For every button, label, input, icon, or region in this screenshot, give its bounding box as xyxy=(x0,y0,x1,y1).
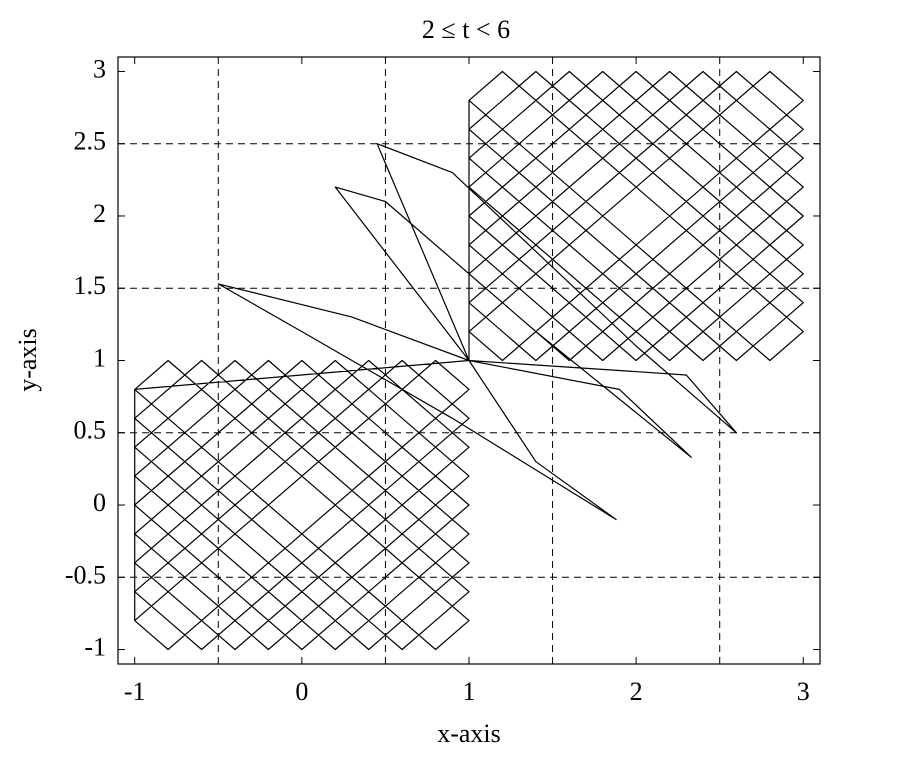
y-axis-label: y-axis xyxy=(13,328,42,392)
x-tick-label: 2 xyxy=(630,677,643,706)
y-tick-label: 3 xyxy=(93,54,106,83)
y-tick-label: 1 xyxy=(93,343,106,372)
y-tick-label: 2.5 xyxy=(74,127,107,156)
y-tick-label: 0 xyxy=(93,488,106,517)
plot-frame xyxy=(117,56,821,665)
y-tick-label: 0.5 xyxy=(74,416,107,445)
curve xyxy=(134,70,804,651)
y-tick-label: -1 xyxy=(84,633,106,662)
x-tick-label: 3 xyxy=(797,677,810,706)
chart-title: 2 ≤ t < 6 xyxy=(422,15,510,44)
y-tick-label: 1.5 xyxy=(74,271,107,300)
x-tick-label: 1 xyxy=(463,677,476,706)
x-tick-label: 0 xyxy=(295,677,308,706)
x-axis-label: x-axis xyxy=(437,719,501,748)
y-tick-label: 2 xyxy=(93,199,106,228)
x-tick-label: -1 xyxy=(124,677,146,706)
y-tick-label: -0.5 xyxy=(65,560,106,589)
